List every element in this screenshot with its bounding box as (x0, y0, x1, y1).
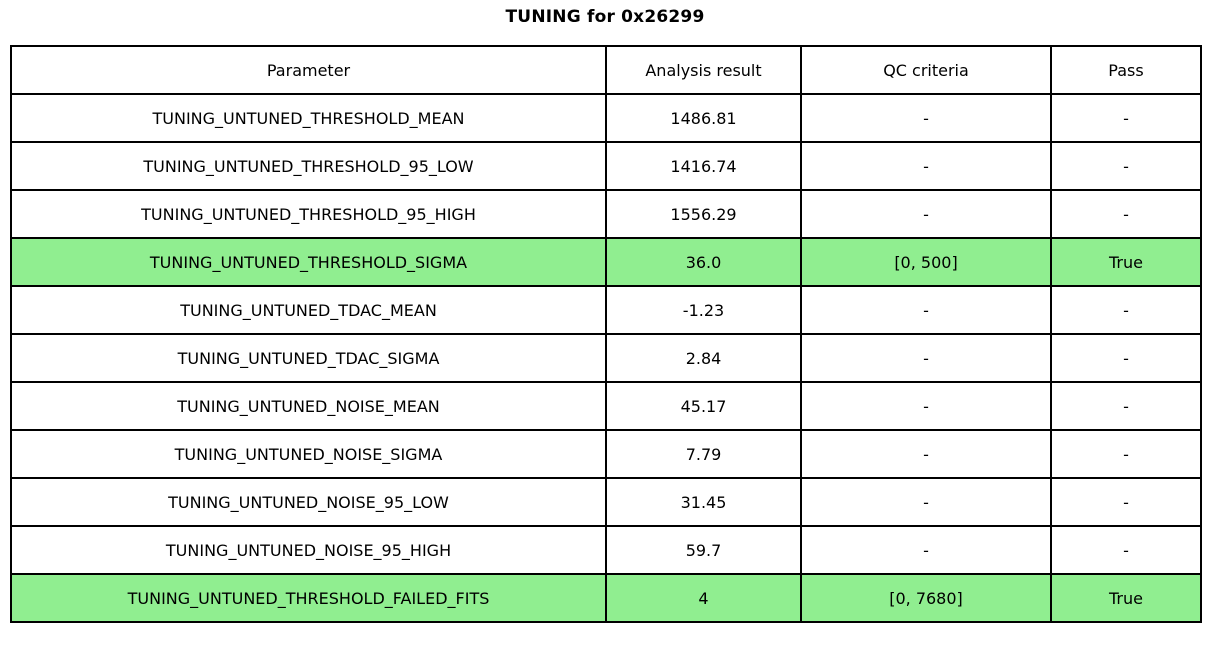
qc-criteria-cell: - (800, 429, 1052, 479)
table-row: TUNING_UNTUNED_NOISE_95_LOW 31.45- - (10, 477, 1202, 527)
pass-cell: - (1050, 141, 1202, 191)
analysis-result-cell: 36.0 (605, 237, 802, 287)
parameter-cell: TUNING_UNTUNED_THRESHOLD_95_LOW (10, 141, 607, 191)
table-header-row: Parameter Analysis result QC criteria Pa… (10, 45, 1202, 95)
parameter-cell: TUNING_UNTUNED_TDAC_SIGMA (10, 333, 607, 383)
analysis-result-cell: 45.17 (605, 381, 802, 431)
qc-criteria-cell: - (800, 93, 1052, 143)
analysis-result-cell: 59.7 (605, 525, 802, 575)
parameter-cell: TUNING_UNTUNED_THRESHOLD_FAILED_FITS (10, 573, 607, 623)
table-header: Parameter Analysis result QC criteria Pa… (10, 45, 1202, 95)
table-row: TUNING_UNTUNED_THRESHOLD_MEAN 1486.81- - (10, 93, 1202, 143)
pass-cell: - (1050, 189, 1202, 239)
parameter-cell: TUNING_UNTUNED_TDAC_MEAN (10, 285, 607, 335)
column-header-qc-criteria: QC criteria (800, 45, 1052, 95)
pass-cell: - (1050, 429, 1202, 479)
table-row: TUNING_UNTUNED_NOISE_MEAN 45.17- - (10, 381, 1202, 431)
qc-criteria-cell: - (800, 285, 1052, 335)
column-header-analysis-result: Analysis result (605, 45, 802, 95)
table-row: TUNING_UNTUNED_THRESHOLD_FAILED_FITS 4 [0,… (10, 573, 1202, 623)
table-row: TUNING_UNTUNED_THRESHOLD_95_HIGH 1556.29-… (10, 189, 1202, 239)
analysis-result-cell: 7.79 (605, 429, 802, 479)
qc-criteria-cell: - (800, 525, 1052, 575)
qc-criteria-cell: - (800, 381, 1052, 431)
pass-cell: - (1050, 477, 1202, 527)
table-row: TUNING_UNTUNED_NOISE_SIGMA 7.79- - (10, 429, 1202, 479)
qc-criteria-cell: [0, 500] (800, 237, 1052, 287)
parameter-cell: TUNING_UNTUNED_NOISE_95_HIGH (10, 525, 607, 575)
pass-cell: - (1050, 333, 1202, 383)
table-row: TUNING_UNTUNED_TDAC_SIGMA 2.84- - (10, 333, 1202, 383)
parameter-cell: TUNING_UNTUNED_THRESHOLD_MEAN (10, 93, 607, 143)
parameter-cell: TUNING_UNTUNED_NOISE_95_LOW (10, 477, 607, 527)
analysis-result-cell: 31.45 (605, 477, 802, 527)
analysis-result-cell: 4 (605, 573, 802, 623)
column-header-pass: Pass (1050, 45, 1202, 95)
table-row: TUNING_UNTUNED_NOISE_95_HIGH 59.7- - (10, 525, 1202, 575)
pass-cell: True (1050, 237, 1202, 287)
qc-criteria-cell: - (800, 189, 1052, 239)
pass-cell: - (1050, 285, 1202, 335)
parameter-cell: TUNING_UNTUNED_THRESHOLD_95_HIGH (10, 189, 607, 239)
qc-criteria-cell: - (800, 477, 1052, 527)
pass-cell: True (1050, 573, 1202, 623)
analysis-result-cell: 1486.81 (605, 93, 802, 143)
table-body: TUNING_UNTUNED_THRESHOLD_MEAN 1486.81- - TU… (10, 93, 1202, 623)
parameter-cell: TUNING_UNTUNED_NOISE_MEAN (10, 381, 607, 431)
qc-criteria-cell: - (800, 333, 1052, 383)
qc-criteria-cell: - (800, 141, 1052, 191)
table-row: TUNING_UNTUNED_THRESHOLD_95_LOW 1416.74- - (10, 141, 1202, 191)
qc-criteria-cell: [0, 7680] (800, 573, 1052, 623)
parameter-cell: TUNING_UNTUNED_NOISE_SIGMA (10, 429, 607, 479)
analysis-result-cell: 2.84 (605, 333, 802, 383)
analysis-result-cell: -1.23 (605, 285, 802, 335)
parameter-cell: TUNING_UNTUNED_THRESHOLD_SIGMA (10, 237, 607, 287)
analysis-result-cell: 1416.74 (605, 141, 802, 191)
table-row: TUNING_UNTUNED_TDAC_MEAN -1.23- - (10, 285, 1202, 335)
table-row: TUNING_UNTUNED_THRESHOLD_SIGMA 36.0 [0, 50… (10, 237, 1202, 287)
tuning-qc-table: Parameter Analysis result QC criteria Pa… (10, 45, 1202, 623)
pass-cell: - (1050, 381, 1202, 431)
pass-cell: - (1050, 93, 1202, 143)
analysis-result-cell: 1556.29 (605, 189, 802, 239)
page-title: TUNING for 0x26299 (505, 7, 705, 27)
pass-cell: - (1050, 525, 1202, 575)
column-header-parameter: Parameter (10, 45, 607, 95)
